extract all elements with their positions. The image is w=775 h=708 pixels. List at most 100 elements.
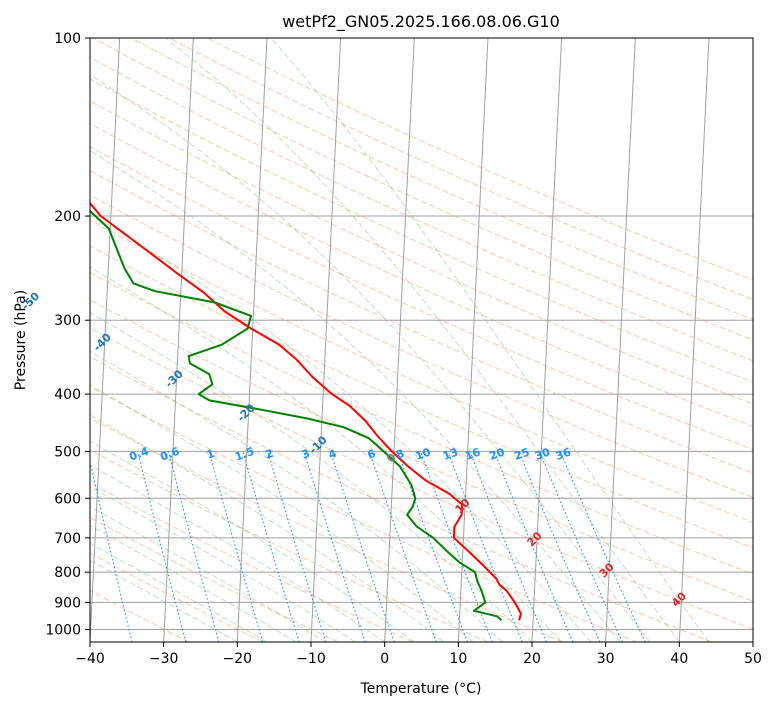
moist-adiabat xyxy=(90,464,385,642)
isotherm-line xyxy=(752,631,753,642)
temperature-profile-line xyxy=(90,201,522,621)
dry-adiabat xyxy=(90,386,638,642)
mixing-ratio-labels: 0.4 0.6 1 1.5 2 3 4 6 8 10 13 16 20 25 30 36 xyxy=(128,445,573,464)
x-axis-label: Temperature (°C) xyxy=(360,681,482,697)
isotherm-grid xyxy=(90,38,753,642)
mixing-ratio-label: 36 xyxy=(554,445,573,463)
mixing-ratio-line xyxy=(493,451,574,642)
mixing-ratio-line xyxy=(397,451,469,642)
moist-adiabat xyxy=(90,213,592,642)
dry-adiabat xyxy=(90,56,753,362)
x-tick-label: −30 xyxy=(149,651,179,667)
dry-adiabat xyxy=(90,146,753,451)
y-tick-label: 500 xyxy=(54,444,81,460)
y-tick-label: 900 xyxy=(54,595,81,611)
dry-adiabat xyxy=(90,170,753,474)
x-tick-label: −40 xyxy=(75,651,105,667)
dry-adiabat xyxy=(90,194,753,499)
dry-adiabat xyxy=(90,552,264,642)
dry-adiabat xyxy=(90,219,753,523)
mixing-ratio-label: 2 xyxy=(264,447,276,462)
mixing-ratio-label: 13 xyxy=(441,445,460,462)
x-tick-label: 10 xyxy=(449,651,467,667)
plot-background xyxy=(90,38,753,642)
moist-adiabat xyxy=(90,559,238,642)
y-tick-label: 100 xyxy=(54,31,81,47)
mixing-ratio-line xyxy=(167,451,220,642)
x-tick-label: 20 xyxy=(523,651,541,667)
mixing-ratio-label: 0.4 xyxy=(128,445,151,464)
mixing-ratio-label: 20 xyxy=(488,445,507,463)
mixing-ratio-label: 10 xyxy=(414,445,433,463)
moist-adiabat xyxy=(90,384,474,642)
dry-adiabat xyxy=(92,38,753,341)
isotherm-line xyxy=(90,38,121,642)
y-axis-ticks: 100 200 300 400 500 600 700 800 900 1000 xyxy=(45,31,90,638)
mixing-ratio-label: 6 xyxy=(366,447,378,462)
dry-adiabat xyxy=(90,245,753,549)
mixing-ratio-line xyxy=(329,451,395,642)
moist-adiabat xyxy=(90,506,326,642)
x-tick-label: 40 xyxy=(670,651,688,667)
mixing-ratio-label: 4 xyxy=(327,447,339,462)
mixing-ratio-line xyxy=(469,451,547,642)
y-axis-label: Pressure (hPa) xyxy=(13,290,29,390)
isotherm-line xyxy=(531,38,563,642)
mixing-ratio-label: 3 xyxy=(300,447,312,462)
y-tick-label: 400 xyxy=(54,387,81,403)
dry-adiabat xyxy=(90,299,753,602)
mixing-ratio-line xyxy=(267,451,327,642)
isotherm-line xyxy=(310,38,342,642)
mixing-ratio-label: 16 xyxy=(463,445,482,463)
mixing-ratio-line xyxy=(208,451,264,642)
y-tick-label: 300 xyxy=(54,313,81,329)
profile-lines xyxy=(90,201,522,622)
moist-adiabat xyxy=(90,542,268,642)
x-tick-label: 30 xyxy=(597,651,615,667)
x-tick-label: −20 xyxy=(223,651,253,667)
mixing-ratio-line xyxy=(538,451,623,642)
dry-adiabat xyxy=(90,356,712,642)
moist-adiabat xyxy=(90,350,503,642)
moist-adiabats xyxy=(90,38,710,642)
mixing-ratio-line xyxy=(447,451,523,642)
dry-adiabat xyxy=(130,38,753,320)
mixing-ratio-lines xyxy=(90,451,646,642)
mixing-ratio-label: 1 xyxy=(205,447,217,462)
mixing-ratio-line xyxy=(242,451,300,642)
pressure-grid xyxy=(90,38,753,630)
mixing-ratio-line xyxy=(137,451,187,642)
isotherm-line xyxy=(163,38,194,642)
dry-adiabat xyxy=(90,100,753,405)
dewpoint-profile-line xyxy=(90,209,503,622)
moist-adiabat xyxy=(90,74,651,642)
mixing-ratio-label: 30 xyxy=(533,445,552,463)
mixing-ratio-label: 25 xyxy=(512,445,531,462)
mixing-ratio-line xyxy=(90,458,133,642)
y-tick-label: 200 xyxy=(54,209,81,225)
isotherm-line xyxy=(457,38,489,642)
chart-title: wetPf2_GN05.2025.166.08.06.G10 xyxy=(282,12,560,32)
y-tick-label: 600 xyxy=(54,491,81,507)
x-tick-label: 0 xyxy=(380,651,389,667)
plot-frame xyxy=(89,37,754,643)
mixing-ratio-line xyxy=(420,451,493,642)
mixing-ratio-label: 1.5 xyxy=(233,445,256,464)
mixing-ratio-line xyxy=(368,451,437,642)
mixing-ratio-line xyxy=(518,451,601,642)
y-tick-label: 800 xyxy=(54,565,81,581)
mixing-ratio-line xyxy=(303,451,366,642)
y-tick-label: 700 xyxy=(54,531,81,547)
isotherm-line xyxy=(384,38,415,642)
dry-adiabat xyxy=(90,449,488,642)
x-tick-label: −10 xyxy=(296,651,326,667)
moist-adiabat xyxy=(165,38,680,642)
moist-adiabat xyxy=(90,524,297,642)
isotherm-line xyxy=(236,38,268,642)
dry-adiabat xyxy=(169,38,753,301)
moist-adiabat xyxy=(90,266,562,642)
dry-adiabat xyxy=(90,589,190,642)
x-axis-ticks: −40 −30 −20 −10 0 10 20 30 40 50 xyxy=(75,642,762,667)
isotherm-line xyxy=(605,38,636,642)
